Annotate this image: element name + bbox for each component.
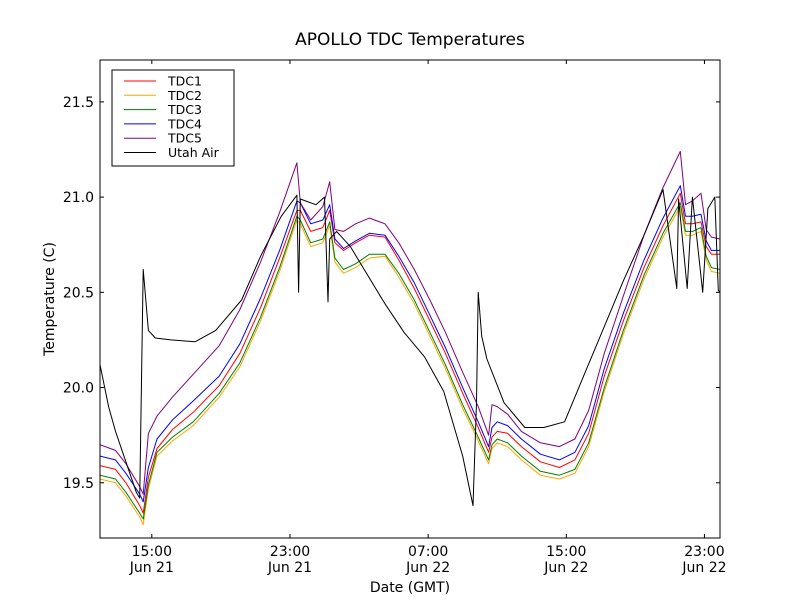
y-tick-label: 21.5 (63, 95, 94, 111)
y-tick-label: 19.5 (63, 476, 94, 492)
series-group (100, 150, 720, 526)
legend-label-tdc2: TDC2 (167, 88, 202, 103)
x-tick-label-time: 23:00 (684, 544, 724, 560)
series-line-tdc1 (100, 192, 720, 514)
y-tick-label: 20.0 (63, 381, 94, 397)
x-tick-label-time: 07:00 (408, 544, 448, 560)
legend-box (111, 69, 235, 167)
x-tick-label-date: Jun 22 (681, 560, 726, 576)
axes-frame (99, 59, 721, 539)
x-tick-label-time: 23:00 (270, 544, 310, 560)
legend-label-tdc3: TDC3 (167, 102, 202, 117)
legend-label-tdc5: TDC5 (167, 131, 202, 146)
series-line-utah-air (100, 189, 720, 507)
chart-title: APOLLO TDC Temperatures (295, 30, 525, 50)
x-tick-label-date: Jun 21 (267, 560, 312, 576)
legend-label-utah-air: Utah Air (168, 145, 220, 160)
y-tick-label: 21.0 (63, 190, 94, 206)
x-tick-label-date: Jun 21 (129, 560, 174, 576)
y-tick-label: 20.5 (63, 285, 94, 301)
x-tick-label-date: Jun 22 (405, 560, 450, 576)
x-tick-label-time: 15:00 (132, 544, 172, 560)
x-axis-label: Date (GMT) (370, 580, 450, 596)
series-line-tdc4 (100, 185, 720, 503)
series-line-tdc3 (100, 202, 720, 520)
x-tick-label-time: 15:00 (546, 544, 586, 560)
series-line-tdc2 (100, 206, 720, 526)
x-tick-label-date: Jun 22 (543, 560, 588, 576)
y-axis-label: Temperature (C) (42, 242, 58, 357)
legend-label-tdc1: TDC1 (167, 74, 202, 89)
legend-label-tdc4: TDC4 (167, 116, 202, 131)
y-axis-ticks: 19.5 20.0 20.5 21.0 21.5 (63, 95, 720, 492)
